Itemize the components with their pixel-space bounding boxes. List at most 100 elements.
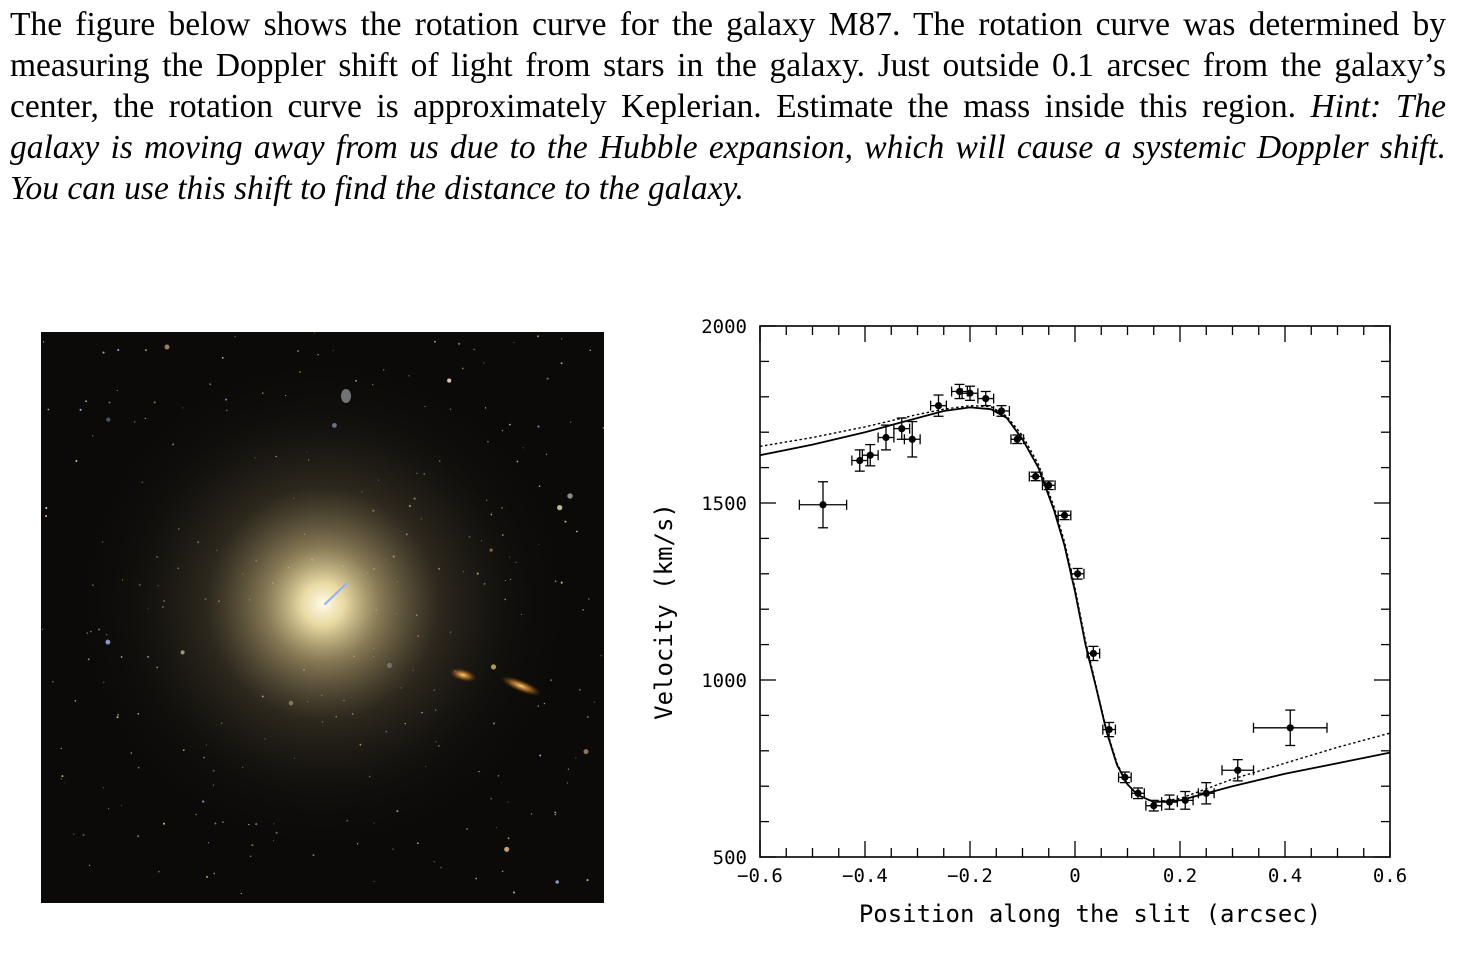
star — [578, 688, 581, 691]
star — [567, 768, 570, 770]
star — [51, 680, 54, 683]
data-point-marker — [1165, 798, 1174, 806]
star — [593, 701, 595, 703]
star — [458, 342, 461, 345]
star — [373, 880, 375, 883]
star — [42, 341, 45, 343]
data-point-marker — [955, 387, 964, 396]
star — [536, 335, 540, 338]
galaxy-photo-drawing — [41, 332, 604, 903]
star — [153, 401, 156, 404]
star — [555, 880, 559, 884]
model-curves — [759, 404, 1391, 804]
star — [560, 362, 563, 365]
data-point-marker — [1089, 649, 1097, 658]
data-point-marker — [1013, 435, 1021, 443]
star — [79, 408, 82, 411]
star — [440, 866, 442, 869]
data-point-marker — [1074, 570, 1082, 578]
star — [566, 782, 569, 784]
data-point — [1131, 787, 1145, 800]
star — [74, 700, 77, 702]
data-point — [1176, 790, 1194, 810]
star — [313, 332, 316, 334]
companion-galaxy-1 — [449, 668, 477, 682]
y-tick-label: 1500 — [701, 493, 747, 515]
x-axis-label: Position along the slit (arcsec) — [859, 900, 1321, 928]
star — [164, 344, 170, 350]
star — [466, 828, 468, 830]
star — [600, 655, 602, 657]
data-point-marker — [1060, 511, 1069, 519]
data-point — [1252, 709, 1328, 747]
star — [537, 425, 540, 428]
star — [473, 348, 476, 351]
data-point-marker — [1032, 472, 1040, 481]
data-point — [1102, 721, 1117, 738]
data-point-marker — [1045, 481, 1053, 489]
data-point-marker — [882, 433, 890, 442]
rotation-curve-plot: −0.6 −0.4 −0.2 0 0.2 0.4 0.6 500 1000 1500 2000 Po… — [650, 316, 1407, 928]
star — [496, 826, 498, 829]
data-point — [877, 424, 895, 451]
data-point — [861, 443, 879, 467]
data-point — [992, 405, 1011, 417]
galaxy-jet — [324, 583, 347, 605]
star — [433, 340, 436, 343]
star — [60, 747, 62, 750]
x-tick-label: −0.2 — [947, 865, 993, 887]
problem-text-body: The figure below shows the rotation curv… — [10, 6, 1446, 125]
data-point-marker — [982, 394, 990, 403]
star — [583, 749, 589, 755]
data-point — [1070, 567, 1085, 580]
y-tick-label: 500 — [713, 847, 747, 869]
data-point-marker — [1121, 773, 1129, 781]
star — [144, 349, 147, 352]
star — [576, 530, 578, 533]
problem-statement: The figure below shows the rotation curv… — [10, 4, 1446, 209]
star — [433, 861, 435, 863]
star — [501, 870, 504, 873]
star — [507, 801, 509, 803]
star — [102, 786, 105, 789]
star — [530, 813, 533, 815]
star — [162, 822, 166, 825]
x-tick-label: 0.4 — [1268, 865, 1302, 887]
star — [483, 362, 485, 364]
data-point — [929, 394, 948, 417]
y-tick-label: 2000 — [701, 316, 747, 338]
x-tick-label: 0.2 — [1163, 865, 1197, 887]
data-point — [1197, 782, 1215, 805]
star — [234, 335, 236, 338]
star — [45, 515, 47, 518]
x-tick-label: −0.4 — [842, 865, 888, 887]
data-point — [961, 385, 979, 401]
star — [47, 408, 50, 411]
star — [85, 400, 88, 403]
star — [108, 401, 111, 404]
data-point-marker — [856, 456, 864, 465]
star — [586, 716, 589, 718]
x-tick-label: 0.6 — [1373, 865, 1407, 887]
data-point — [977, 390, 995, 407]
data-point — [1086, 645, 1101, 662]
star — [88, 864, 91, 867]
star — [137, 835, 140, 838]
y-axis-label: Velocity (km/s) — [650, 503, 678, 720]
data-point — [1057, 510, 1072, 521]
data-point — [1041, 480, 1056, 491]
star — [82, 833, 85, 837]
star — [64, 782, 66, 784]
star — [73, 833, 75, 835]
star — [588, 598, 590, 600]
star — [107, 807, 110, 810]
data-point — [1160, 794, 1179, 810]
star — [554, 813, 556, 816]
data-points — [798, 383, 1328, 812]
star — [545, 453, 548, 456]
star — [116, 389, 118, 392]
star — [567, 493, 573, 499]
data-point-marker — [966, 389, 974, 397]
companion-galaxy-2 — [500, 676, 542, 696]
data-point — [798, 481, 848, 529]
